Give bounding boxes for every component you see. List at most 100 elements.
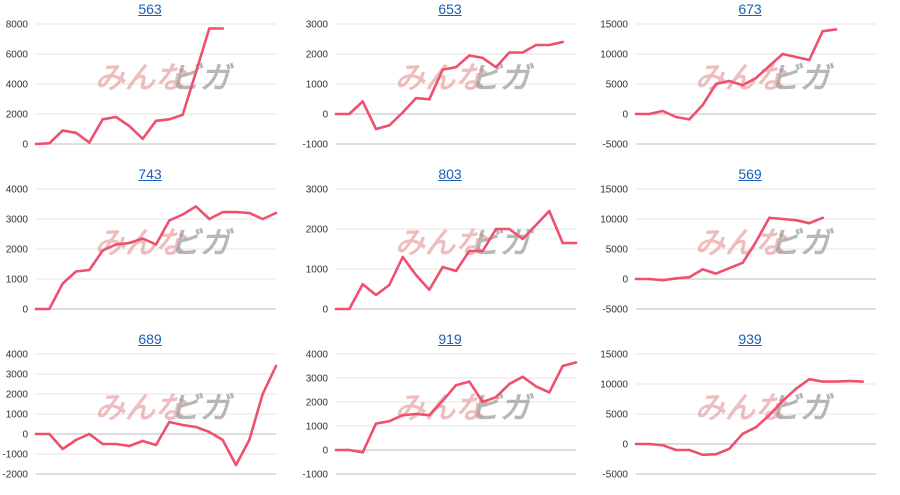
y-tick-label: 2000 bbox=[306, 225, 329, 236]
data-point bbox=[114, 442, 118, 446]
data-point bbox=[234, 210, 238, 214]
data-point bbox=[821, 30, 824, 33]
y-tick-label: 3000 bbox=[306, 185, 329, 196]
data-point bbox=[494, 396, 498, 399]
data-point bbox=[154, 443, 158, 447]
y-tick-label: -5000 bbox=[602, 305, 628, 316]
data-point bbox=[561, 241, 564, 245]
chart-title-link[interactable]: 569 bbox=[738, 166, 762, 182]
data-point bbox=[248, 438, 251, 442]
data-point bbox=[114, 115, 118, 119]
series-line bbox=[634, 28, 838, 121]
y-tick-label: 2000 bbox=[306, 50, 329, 61]
data-point bbox=[714, 272, 718, 275]
y-tick-label: 4000 bbox=[6, 185, 29, 196]
y-tick-label: 10000 bbox=[600, 215, 628, 226]
data-point bbox=[428, 288, 431, 291]
chart-title-link[interactable]: 563 bbox=[138, 1, 162, 17]
data-point bbox=[361, 283, 364, 286]
data-point bbox=[494, 66, 498, 69]
data-point bbox=[548, 43, 551, 47]
data-point bbox=[794, 387, 798, 390]
data-point bbox=[274, 211, 278, 215]
data-point bbox=[168, 118, 171, 121]
data-point bbox=[441, 265, 444, 269]
data-point bbox=[861, 380, 864, 383]
y-tick-label: 15000 bbox=[600, 20, 628, 31]
data-point bbox=[374, 127, 378, 131]
watermark-text-gray: ビガ bbox=[770, 226, 835, 261]
y-tick-label: 0 bbox=[22, 305, 28, 316]
data-point bbox=[634, 442, 638, 446]
data-point bbox=[728, 267, 731, 270]
data-point bbox=[101, 442, 104, 446]
y-tick-label: 1000 bbox=[306, 422, 329, 433]
data-point bbox=[454, 269, 458, 273]
data-point bbox=[534, 223, 538, 227]
data-point bbox=[634, 112, 638, 116]
watermark-text-pink: みんな bbox=[395, 61, 488, 96]
y-tick-label: -5000 bbox=[602, 470, 628, 481]
data-point bbox=[521, 51, 524, 54]
data-point bbox=[141, 237, 144, 240]
y-tick-label: -5000 bbox=[602, 140, 628, 151]
data-point bbox=[194, 425, 198, 429]
data-point bbox=[208, 217, 211, 221]
data-point bbox=[781, 399, 784, 402]
chart-panel: 803 0 1000 2000 3000 みんな ビガ bbox=[300, 165, 600, 330]
chart-title-link[interactable]: 689 bbox=[138, 331, 162, 347]
y-tick-label: -1000 bbox=[302, 140, 328, 151]
data-point bbox=[808, 378, 811, 381]
chart-title-link[interactable]: 743 bbox=[138, 166, 162, 182]
data-point bbox=[768, 216, 771, 219]
chart-title-link[interactable]: 803 bbox=[438, 166, 462, 182]
chart-title-link[interactable]: 653 bbox=[438, 1, 462, 17]
data-point bbox=[154, 119, 158, 122]
watermark-text-gray: ビガ bbox=[170, 391, 235, 426]
data-point bbox=[834, 380, 838, 383]
watermark-text-pink: みんな bbox=[95, 226, 188, 261]
data-point bbox=[34, 432, 38, 436]
data-point bbox=[574, 361, 578, 364]
data-point bbox=[701, 268, 704, 271]
data-point bbox=[548, 391, 551, 394]
chart-title-link[interactable]: 939 bbox=[738, 331, 762, 347]
data-point bbox=[401, 111, 404, 114]
data-point bbox=[741, 261, 744, 264]
data-point bbox=[168, 420, 171, 424]
data-point bbox=[114, 243, 118, 246]
data-point bbox=[208, 430, 211, 434]
y-tick-label: 0 bbox=[22, 430, 28, 441]
watermark-text-pink: みんな bbox=[95, 61, 188, 96]
data-point bbox=[468, 249, 471, 253]
data-point bbox=[194, 205, 198, 208]
chart-panel: 653 -1000 0 1000 2000 3000 みんな ビガ bbox=[300, 0, 600, 165]
data-point bbox=[834, 28, 838, 31]
chart-title-link[interactable]: 919 bbox=[438, 331, 462, 347]
y-tick-label: 0 bbox=[322, 110, 328, 121]
chart-title-link[interactable]: 673 bbox=[738, 1, 762, 17]
data-point bbox=[688, 118, 691, 121]
data-point bbox=[48, 432, 51, 436]
data-point bbox=[561, 364, 564, 368]
data-point bbox=[261, 392, 264, 396]
data-point bbox=[128, 444, 131, 448]
y-tick-label: 1000 bbox=[6, 410, 29, 421]
y-tick-label: -2000 bbox=[2, 470, 28, 481]
data-point bbox=[88, 268, 91, 272]
data-point bbox=[414, 96, 418, 100]
data-point bbox=[768, 414, 771, 417]
watermark-text-pink: みんな bbox=[395, 226, 488, 261]
data-point bbox=[781, 217, 784, 221]
data-point bbox=[848, 379, 851, 383]
data-point bbox=[48, 307, 51, 311]
data-point bbox=[441, 399, 444, 402]
data-point bbox=[128, 124, 131, 128]
y-tick-label: 2000 bbox=[6, 245, 29, 256]
